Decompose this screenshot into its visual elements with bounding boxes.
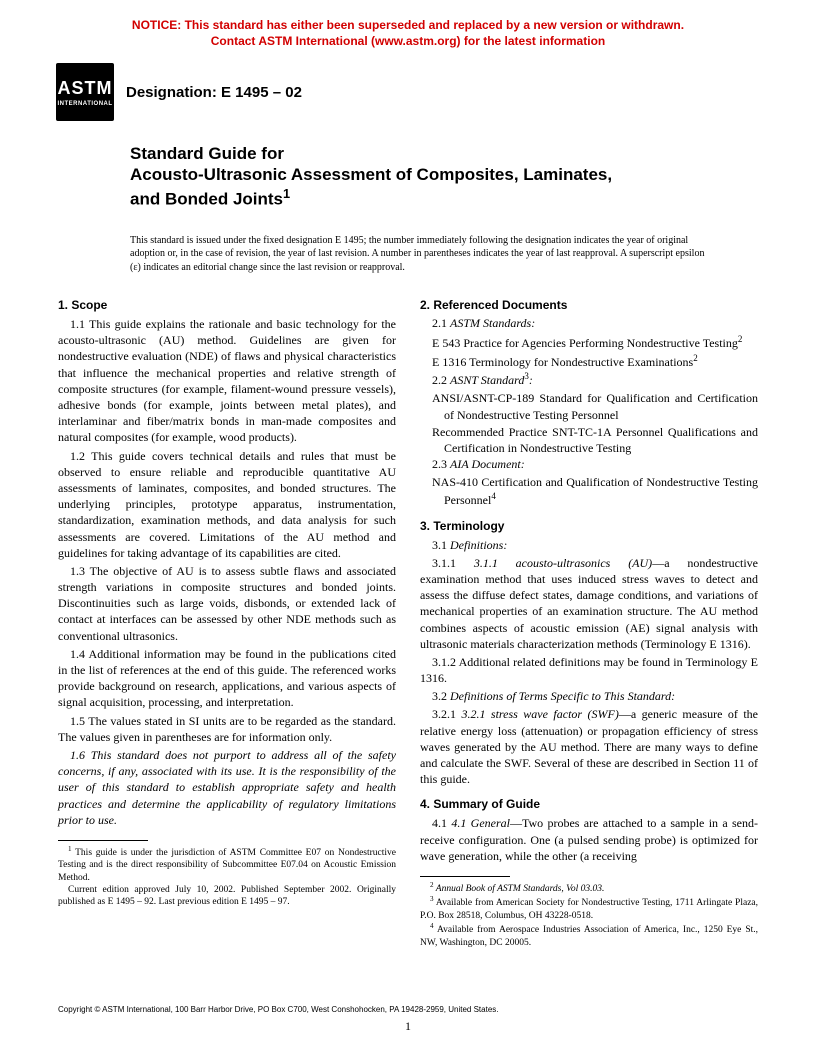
footnote-rule-right [420, 876, 510, 877]
right-column: 2. Referenced Documents 2.1 ASTM Standar… [420, 298, 758, 949]
title-l3: and Bonded Joints1 [130, 186, 746, 210]
s2-r1a: E 543 Practice for Agencies Performing N… [420, 333, 758, 351]
fn3: 3 Available from American Society for No… [420, 895, 758, 922]
s3-sub2: 3.2 Definitions of Terms Specific to Thi… [420, 688, 758, 704]
header-row: ASTM INTERNATIONAL Designation: E 1495 –… [0, 55, 816, 121]
notice-l1: NOTICE: This standard has either been su… [60, 18, 756, 34]
s1-head: 1. Scope [58, 298, 396, 312]
s2-r2b: Recommended Practice SNT-TC-1A Personnel… [420, 424, 758, 456]
title-l1: Standard Guide for [130, 143, 746, 164]
fn1: 1 This guide is under the jurisdiction o… [58, 845, 396, 884]
s2-r2a: ANSI/ASNT-CP-189 Standard for Qualificat… [420, 390, 758, 422]
s1-p1: 1.1 This guide explains the rationale an… [58, 316, 396, 446]
s2-sub1: 2.1 ASTM Standards: [420, 316, 758, 331]
s2-r3a: NAS-410 Certification and Qualification … [420, 474, 758, 508]
notice-l2: Contact ASTM International (www.astm.org… [60, 34, 756, 50]
s3-p1: 3.1.1 3.1.1 acousto-ultrasonics (AU)—a n… [420, 555, 758, 652]
copyright-line: Copyright © ASTM International, 100 Barr… [58, 1005, 499, 1014]
s1-p2: 1.2 This guide covers technical details … [58, 448, 396, 561]
body-columns: 1. Scope 1.1 This guide explains the rat… [0, 278, 816, 949]
notice-banner: NOTICE: This standard has either been su… [0, 0, 816, 55]
s1-p5: 1.5 The values stated in SI units are to… [58, 713, 396, 745]
logo-top: ASTM [58, 78, 113, 99]
s2-head: 2. Referenced Documents [420, 298, 758, 312]
s3-sub1: 3.1 Definitions: [420, 537, 758, 553]
issuance-note: This standard is issued under the fixed … [0, 220, 816, 279]
s2-sub3: 2.3 AIA Document: [420, 457, 758, 472]
left-column: 1. Scope 1.1 This guide explains the rat… [58, 298, 396, 949]
s2-sub2: 2.2 ASNT Standard3: [420, 371, 758, 388]
s4-head: 4. Summary of Guide [420, 797, 758, 811]
designation: Designation: E 1495 – 02 [126, 84, 302, 101]
title-block: Standard Guide for Acousto-Ultrasonic As… [0, 121, 816, 219]
fn2: 2 Annual Book of ASTM Standards, Vol 03.… [420, 881, 758, 896]
s1-p6: 1.6 This standard does not purport to ad… [58, 747, 396, 828]
astm-logo: ASTM INTERNATIONAL [56, 63, 114, 121]
s1-p4: 1.4 Additional information may be found … [58, 646, 396, 711]
title-l2: Acousto-Ultrasonic Assessment of Composi… [130, 164, 746, 185]
s3-p2: 3.1.2 Additional related definitions may… [420, 654, 758, 686]
page-number: 1 [0, 1019, 816, 1034]
footnote-rule-left [58, 840, 148, 841]
fn1c: Current edition approved July 10, 2002. … [58, 884, 396, 909]
fn4: 4 Available from Aerospace Industries As… [420, 922, 758, 949]
logo-bottom: INTERNATIONAL [57, 101, 112, 107]
s4-p1: 4.1 4.1 General—Two probes are attached … [420, 815, 758, 864]
s3-p3: 3.2.1 3.2.1 stress wave factor (SWF)—a g… [420, 706, 758, 787]
s3-head: 3. Terminology [420, 519, 758, 533]
s2-r1b: E 1316 Terminology for Nondestructive Ex… [420, 352, 758, 370]
s1-p3: 1.3 The objective of AU is to assess sub… [58, 563, 396, 644]
